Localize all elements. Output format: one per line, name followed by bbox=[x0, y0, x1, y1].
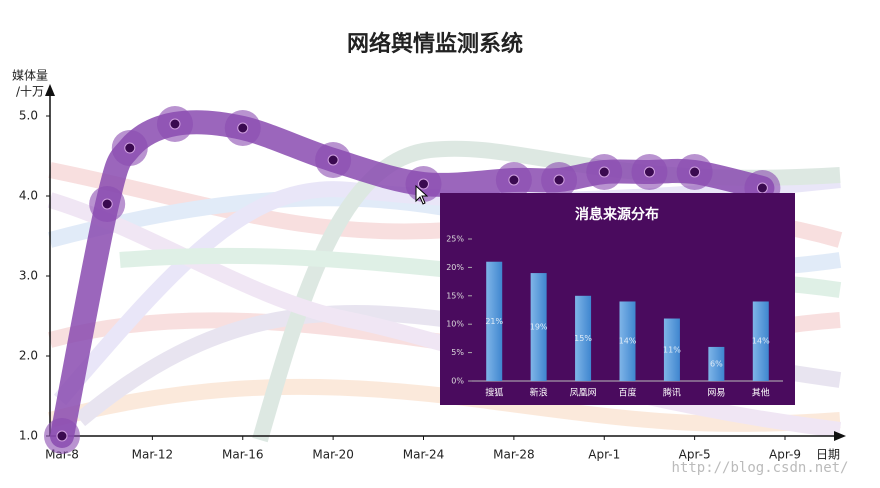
point-dot bbox=[756, 182, 768, 194]
bar bbox=[708, 346, 725, 381]
y-tick-label: 25% bbox=[446, 235, 464, 244]
point-dot bbox=[689, 166, 701, 178]
value-label: 21% bbox=[485, 317, 503, 326]
x-tick-label: 新浪 bbox=[530, 387, 548, 399]
point-dot bbox=[237, 122, 249, 134]
data-point bbox=[586, 154, 623, 190]
point-dot bbox=[643, 166, 655, 178]
data-point bbox=[676, 154, 713, 190]
x-tick-label: Apr-1 bbox=[588, 448, 620, 462]
y-tick-label: 1.0 bbox=[19, 429, 38, 443]
data-point bbox=[44, 418, 80, 454]
x-tick-label: 百度 bbox=[618, 387, 636, 399]
y-axis-label: /十万 bbox=[16, 85, 44, 99]
value-label: 11% bbox=[663, 345, 681, 354]
y-tick-label: 2.0 bbox=[19, 349, 38, 363]
bar bbox=[752, 301, 769, 381]
value-label: 6% bbox=[710, 359, 723, 368]
x-tick-label: 凤凰网 bbox=[570, 388, 597, 399]
y-tick-label: 5% bbox=[451, 348, 464, 357]
y-tick-label: 3.0 bbox=[19, 269, 38, 283]
point-dot bbox=[553, 174, 565, 186]
x-tick-label: Mar-16 bbox=[222, 448, 263, 462]
y-tick-label: 15% bbox=[446, 291, 464, 300]
x-tick-label: 腾讯 bbox=[663, 387, 681, 399]
x-tick-label: 网易 bbox=[707, 388, 725, 399]
data-point bbox=[495, 162, 532, 198]
bar bbox=[486, 261, 503, 381]
x-tick-label: 其他 bbox=[752, 387, 770, 399]
y-tick-label: 10% bbox=[446, 320, 464, 329]
watermark: http://blog.csdn.net/ bbox=[671, 460, 848, 476]
data-point bbox=[405, 166, 442, 202]
data-point bbox=[89, 186, 126, 222]
inset-plot: 消息来源分布 0% 5% 10% 15% 20% 25% 21% 搜狐 19% 新浪 15% 凤凰网 14… bbox=[446, 206, 783, 399]
x-tick-label: Apr-9 bbox=[769, 448, 801, 462]
x-axis-label: 日期 bbox=[816, 448, 840, 462]
data-point bbox=[156, 106, 193, 142]
value-label: 14% bbox=[752, 337, 770, 346]
y-tick-label: 4.0 bbox=[19, 189, 38, 203]
x-tick-label: 搜狐 bbox=[485, 387, 503, 399]
y-arrow bbox=[45, 84, 55, 96]
x-tick-label: Mar-12 bbox=[132, 448, 173, 462]
data-point bbox=[631, 154, 668, 190]
bar bbox=[530, 273, 547, 381]
cursor bbox=[415, 184, 429, 205]
chart-title: 网络舆情监测系统 bbox=[347, 31, 523, 57]
point-dot bbox=[327, 154, 339, 166]
point-dot bbox=[169, 118, 181, 130]
value-label: 19% bbox=[530, 323, 548, 332]
y-tick-label: 20% bbox=[446, 263, 464, 272]
bar bbox=[575, 295, 592, 381]
x-tick-label: Mar-28 bbox=[493, 448, 534, 462]
data-point bbox=[541, 162, 578, 198]
y-tick-label: 5.0 bbox=[19, 109, 38, 123]
x-arrow bbox=[834, 431, 846, 441]
x-tick-label: Apr-5 bbox=[679, 448, 711, 462]
point-dot bbox=[101, 198, 113, 210]
bar bbox=[619, 301, 636, 381]
value-label: 14% bbox=[619, 337, 637, 346]
value-label: 15% bbox=[574, 334, 592, 343]
data-point bbox=[111, 130, 148, 166]
point-dot bbox=[598, 166, 610, 178]
x-tick-label: Mar-24 bbox=[403, 448, 444, 462]
point-dot bbox=[508, 174, 520, 186]
point-dot bbox=[418, 178, 429, 190]
data-point bbox=[224, 110, 261, 146]
bar bbox=[663, 318, 680, 381]
point-dot bbox=[56, 430, 68, 442]
point-dot bbox=[124, 142, 136, 154]
data-point bbox=[315, 142, 352, 178]
inset-title: 消息来源分布 bbox=[575, 206, 659, 223]
y-tick-label: 0% bbox=[451, 377, 464, 386]
y-axis-label: 媒体量 bbox=[12, 69, 48, 83]
x-tick-label: Mar-20 bbox=[312, 448, 353, 462]
